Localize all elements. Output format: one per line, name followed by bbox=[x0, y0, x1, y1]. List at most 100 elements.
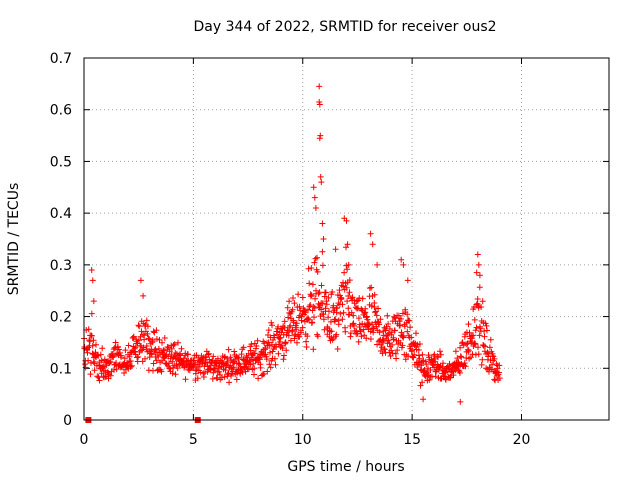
data-point bbox=[316, 83, 323, 90]
data-point bbox=[463, 355, 470, 361]
data-point bbox=[440, 372, 447, 379]
data-point bbox=[236, 355, 242, 361]
data-point bbox=[339, 301, 346, 308]
data-points bbox=[81, 83, 503, 405]
data-point bbox=[336, 287, 343, 294]
data-point bbox=[409, 347, 416, 354]
data-point bbox=[419, 351, 426, 358]
data-point bbox=[272, 361, 279, 368]
data-point bbox=[90, 298, 97, 305]
data-point bbox=[386, 325, 393, 332]
data-point bbox=[491, 355, 498, 362]
data-point bbox=[470, 332, 477, 339]
data-point bbox=[293, 320, 300, 327]
chart-title: Day 344 of 2022, SRMTID for receiver ous… bbox=[193, 19, 496, 35]
data-point bbox=[224, 355, 231, 362]
data-point bbox=[389, 350, 396, 357]
data-point bbox=[473, 324, 480, 331]
data-point bbox=[290, 295, 296, 301]
data-point bbox=[344, 298, 351, 305]
data-point bbox=[416, 341, 423, 347]
data-point bbox=[245, 365, 252, 372]
data-point bbox=[285, 332, 292, 339]
data-point bbox=[319, 262, 326, 269]
data-point bbox=[437, 348, 443, 355]
data-point bbox=[318, 306, 325, 313]
data-point bbox=[408, 334, 415, 341]
data-point bbox=[88, 332, 95, 339]
data-point bbox=[291, 300, 298, 307]
data-point bbox=[368, 284, 375, 291]
data-point bbox=[457, 344, 464, 351]
data-point bbox=[294, 339, 300, 346]
data-point bbox=[391, 327, 398, 334]
data-point bbox=[355, 305, 361, 312]
data-point bbox=[476, 284, 483, 291]
data-point bbox=[95, 352, 102, 359]
data-point bbox=[176, 361, 183, 368]
data-point bbox=[94, 373, 101, 380]
data-point bbox=[342, 328, 349, 335]
data-point bbox=[122, 347, 129, 354]
data-point bbox=[359, 295, 366, 302]
x-tick-label: 15 bbox=[403, 432, 421, 448]
data-point bbox=[265, 339, 272, 346]
data-point bbox=[128, 362, 135, 369]
data-point bbox=[299, 294, 306, 301]
data-point bbox=[233, 376, 240, 383]
data-point bbox=[355, 338, 362, 345]
data-point bbox=[275, 350, 282, 357]
data-point bbox=[180, 360, 186, 366]
data-point bbox=[110, 353, 117, 360]
data-point bbox=[369, 321, 376, 328]
data-point bbox=[95, 374, 102, 381]
data-point bbox=[127, 363, 134, 370]
data-point bbox=[87, 371, 94, 378]
data-point bbox=[303, 344, 310, 350]
data-point bbox=[97, 351, 104, 358]
data-point bbox=[320, 236, 327, 242]
data-point bbox=[472, 327, 479, 334]
data-point bbox=[338, 295, 345, 302]
data-point bbox=[265, 327, 272, 334]
y-tick-label: 0.7 bbox=[50, 51, 72, 67]
data-point bbox=[158, 368, 165, 375]
data-point bbox=[310, 184, 317, 191]
data-point bbox=[283, 347, 290, 354]
data-point bbox=[329, 289, 336, 295]
data-point bbox=[88, 267, 95, 273]
data-point bbox=[277, 334, 284, 341]
data-point bbox=[323, 301, 330, 308]
y-tick-labels: 0 0.1 0.2 0.3 0.4 0.5 0.6 0.7 bbox=[50, 51, 72, 429]
data-point bbox=[153, 357, 160, 364]
data-point bbox=[346, 289, 353, 296]
data-point bbox=[465, 347, 472, 354]
data-point bbox=[426, 376, 433, 383]
data-point bbox=[377, 316, 384, 323]
data-point bbox=[334, 304, 341, 311]
data-point bbox=[398, 329, 405, 336]
data-point bbox=[457, 398, 464, 405]
data-point bbox=[216, 368, 223, 375]
data-point bbox=[296, 303, 303, 310]
data-point bbox=[307, 293, 314, 300]
data-point bbox=[93, 341, 99, 348]
data-point bbox=[99, 364, 106, 371]
data-point bbox=[305, 315, 311, 322]
data-point bbox=[256, 355, 263, 361]
data-point bbox=[90, 337, 97, 344]
data-point bbox=[210, 353, 217, 360]
data-point bbox=[296, 333, 303, 340]
data-point bbox=[390, 336, 397, 343]
data-point bbox=[440, 360, 446, 367]
data-point bbox=[143, 343, 150, 349]
data-point bbox=[306, 280, 313, 287]
x-tick-labels: 0 5 10 15 20 bbox=[80, 432, 531, 448]
data-point bbox=[318, 282, 325, 289]
data-point bbox=[115, 346, 122, 353]
data-point bbox=[161, 335, 168, 341]
data-point bbox=[247, 361, 254, 368]
data-point bbox=[150, 360, 157, 367]
data-point bbox=[479, 356, 486, 363]
data-point bbox=[417, 382, 424, 389]
